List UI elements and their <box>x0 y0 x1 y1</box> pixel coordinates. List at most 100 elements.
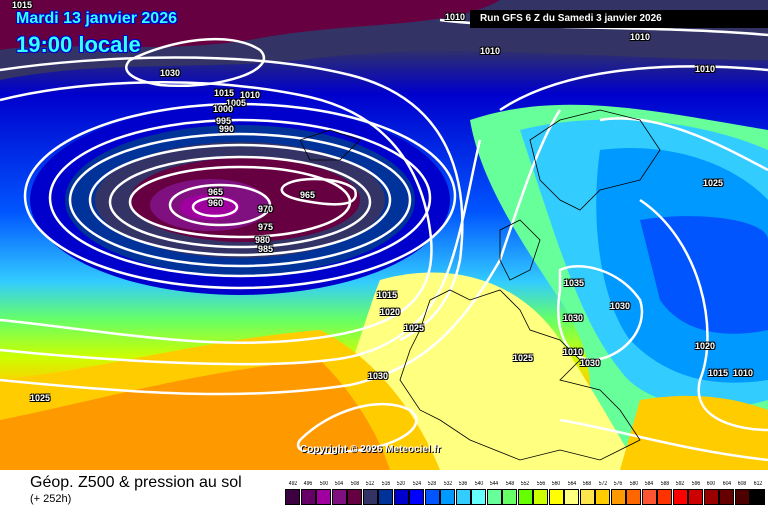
legend-value: 572 <box>598 481 607 487</box>
legend-entry: 492 <box>285 480 301 505</box>
isobar-label: 975 <box>258 222 274 232</box>
legend-swatch <box>641 489 657 505</box>
legend-value: 584 <box>644 481 654 487</box>
legend-swatch <box>362 489 378 505</box>
legend-swatch <box>424 489 440 505</box>
isobar-label: 1025 <box>703 178 724 188</box>
legend-value: 504 <box>334 481 344 487</box>
legend-value: 520 <box>396 481 406 487</box>
forecast-time: 19:00 locale <box>16 32 141 57</box>
isobar-label: 1005 <box>226 98 247 108</box>
legend-swatch <box>564 489 580 505</box>
legend-swatch <box>703 489 719 505</box>
legend-swatch <box>610 489 626 505</box>
legend-value: 564 <box>567 481 576 487</box>
isobar-label: 1000 <box>213 104 234 114</box>
legend-entry: 612 <box>750 480 766 505</box>
legend-value: 532 <box>443 481 452 487</box>
legend-value: 600 <box>706 481 716 487</box>
legend-entry: 560 <box>548 480 565 505</box>
legend-swatch <box>517 489 533 505</box>
legend-value: 556 <box>536 481 545 487</box>
legend-value: 536 <box>458 481 468 487</box>
isobar-label: 1010 <box>563 347 584 357</box>
legend-swatch <box>378 489 394 505</box>
isobar-label: 1025 <box>404 323 425 333</box>
legend-entry: 568 <box>579 480 596 505</box>
legend-entry: 544 <box>486 480 503 505</box>
isobar-label: 1015 <box>214 88 235 98</box>
isobar-label: 1010 <box>630 32 651 42</box>
isobar-label: 1015 <box>377 290 398 300</box>
legend-swatch <box>347 489 363 505</box>
legend-entry: 504 <box>331 480 348 505</box>
legend-entry: 604 <box>719 480 735 505</box>
legend-value: 568 <box>582 481 592 487</box>
legend-value: 528 <box>427 481 437 487</box>
legend-swatch <box>533 489 549 505</box>
isobars <box>0 18 768 462</box>
isobar-label: 1015 <box>708 368 729 378</box>
legend-entry: 592 <box>672 480 689 505</box>
coastlines <box>299 109 661 461</box>
legend-value: 576 <box>613 481 623 487</box>
isobar-label: 1010 <box>240 90 261 100</box>
legend-entry: 596 <box>688 480 704 505</box>
legend-entry: 520 <box>393 480 410 505</box>
legend-entry: 580 <box>626 480 642 505</box>
legend-entry: 516 <box>378 480 394 505</box>
legend-value: 596 <box>691 481 700 487</box>
legend-swatch <box>471 489 487 505</box>
legend-swatch <box>579 489 595 505</box>
legend-value: 552 <box>520 481 530 487</box>
isobar-label: 990 <box>219 124 235 134</box>
color-scale-legend: 492 496 500 504 508 512 516 520 524 528 532 536 540 5… <box>285 480 766 505</box>
legend-entry: 576 <box>610 480 627 505</box>
legend-value: 560 <box>551 481 561 487</box>
legend-value: 544 <box>489 481 499 487</box>
isobar-label: 980 <box>255 235 271 245</box>
isobar-label: 1030 <box>610 301 631 311</box>
isobar-label: 1010 <box>695 64 716 74</box>
legend-entry: 540 <box>471 480 487 505</box>
isobar-label: 1030 <box>368 371 389 381</box>
legend-entry: 564 <box>564 480 580 505</box>
legend-swatch <box>688 489 704 505</box>
copyright: Copyright © 2026 Meteociel.fr <box>300 444 441 455</box>
legend-entry: 496 <box>300 480 317 505</box>
isobar-label: 1030 <box>563 313 584 323</box>
forecast-date: Mardi 13 janvier 2026 <box>16 10 177 27</box>
legend-entry: 556 <box>533 480 549 505</box>
legend-value: 580 <box>629 481 638 487</box>
isobar-label: 1010 <box>733 368 754 378</box>
legend-swatch <box>657 489 673 505</box>
isobar-label: 1025 <box>30 393 51 403</box>
legend-swatch <box>393 489 409 505</box>
isobar-label: 985 <box>258 244 274 254</box>
legend-value: 492 <box>288 481 297 487</box>
legend-entry: 548 <box>502 480 518 505</box>
isobar-label: 1035 <box>564 278 585 288</box>
legend-value: 608 <box>737 481 747 487</box>
lead-time: (+ 252h) <box>30 493 72 505</box>
isobar-label: 960 <box>208 198 224 208</box>
legend-swatch <box>409 489 425 505</box>
legend-swatch <box>595 489 611 505</box>
legend-entry: 500 <box>316 480 332 505</box>
legend-entry: 608 <box>734 480 751 505</box>
legend-value: 548 <box>505 481 514 487</box>
legend-value: 496 <box>303 481 313 487</box>
legend-swatch <box>672 489 688 505</box>
legend-entry: 600 <box>703 480 720 505</box>
legend-swatch <box>548 489 564 505</box>
legend-swatch <box>750 489 766 505</box>
legend-value: 612 <box>753 481 762 487</box>
legend-swatch <box>455 489 471 505</box>
legend-value: 592 <box>675 481 685 487</box>
legend-swatch <box>626 489 642 505</box>
legend-value: 588 <box>660 481 669 487</box>
model-run-banner: Run GFS 6 Z du Samedi 3 janvier 2026 <box>470 10 768 28</box>
isobar-label: 965 <box>208 187 224 197</box>
legend-value: 512 <box>365 481 375 487</box>
legend-swatch <box>300 489 316 505</box>
